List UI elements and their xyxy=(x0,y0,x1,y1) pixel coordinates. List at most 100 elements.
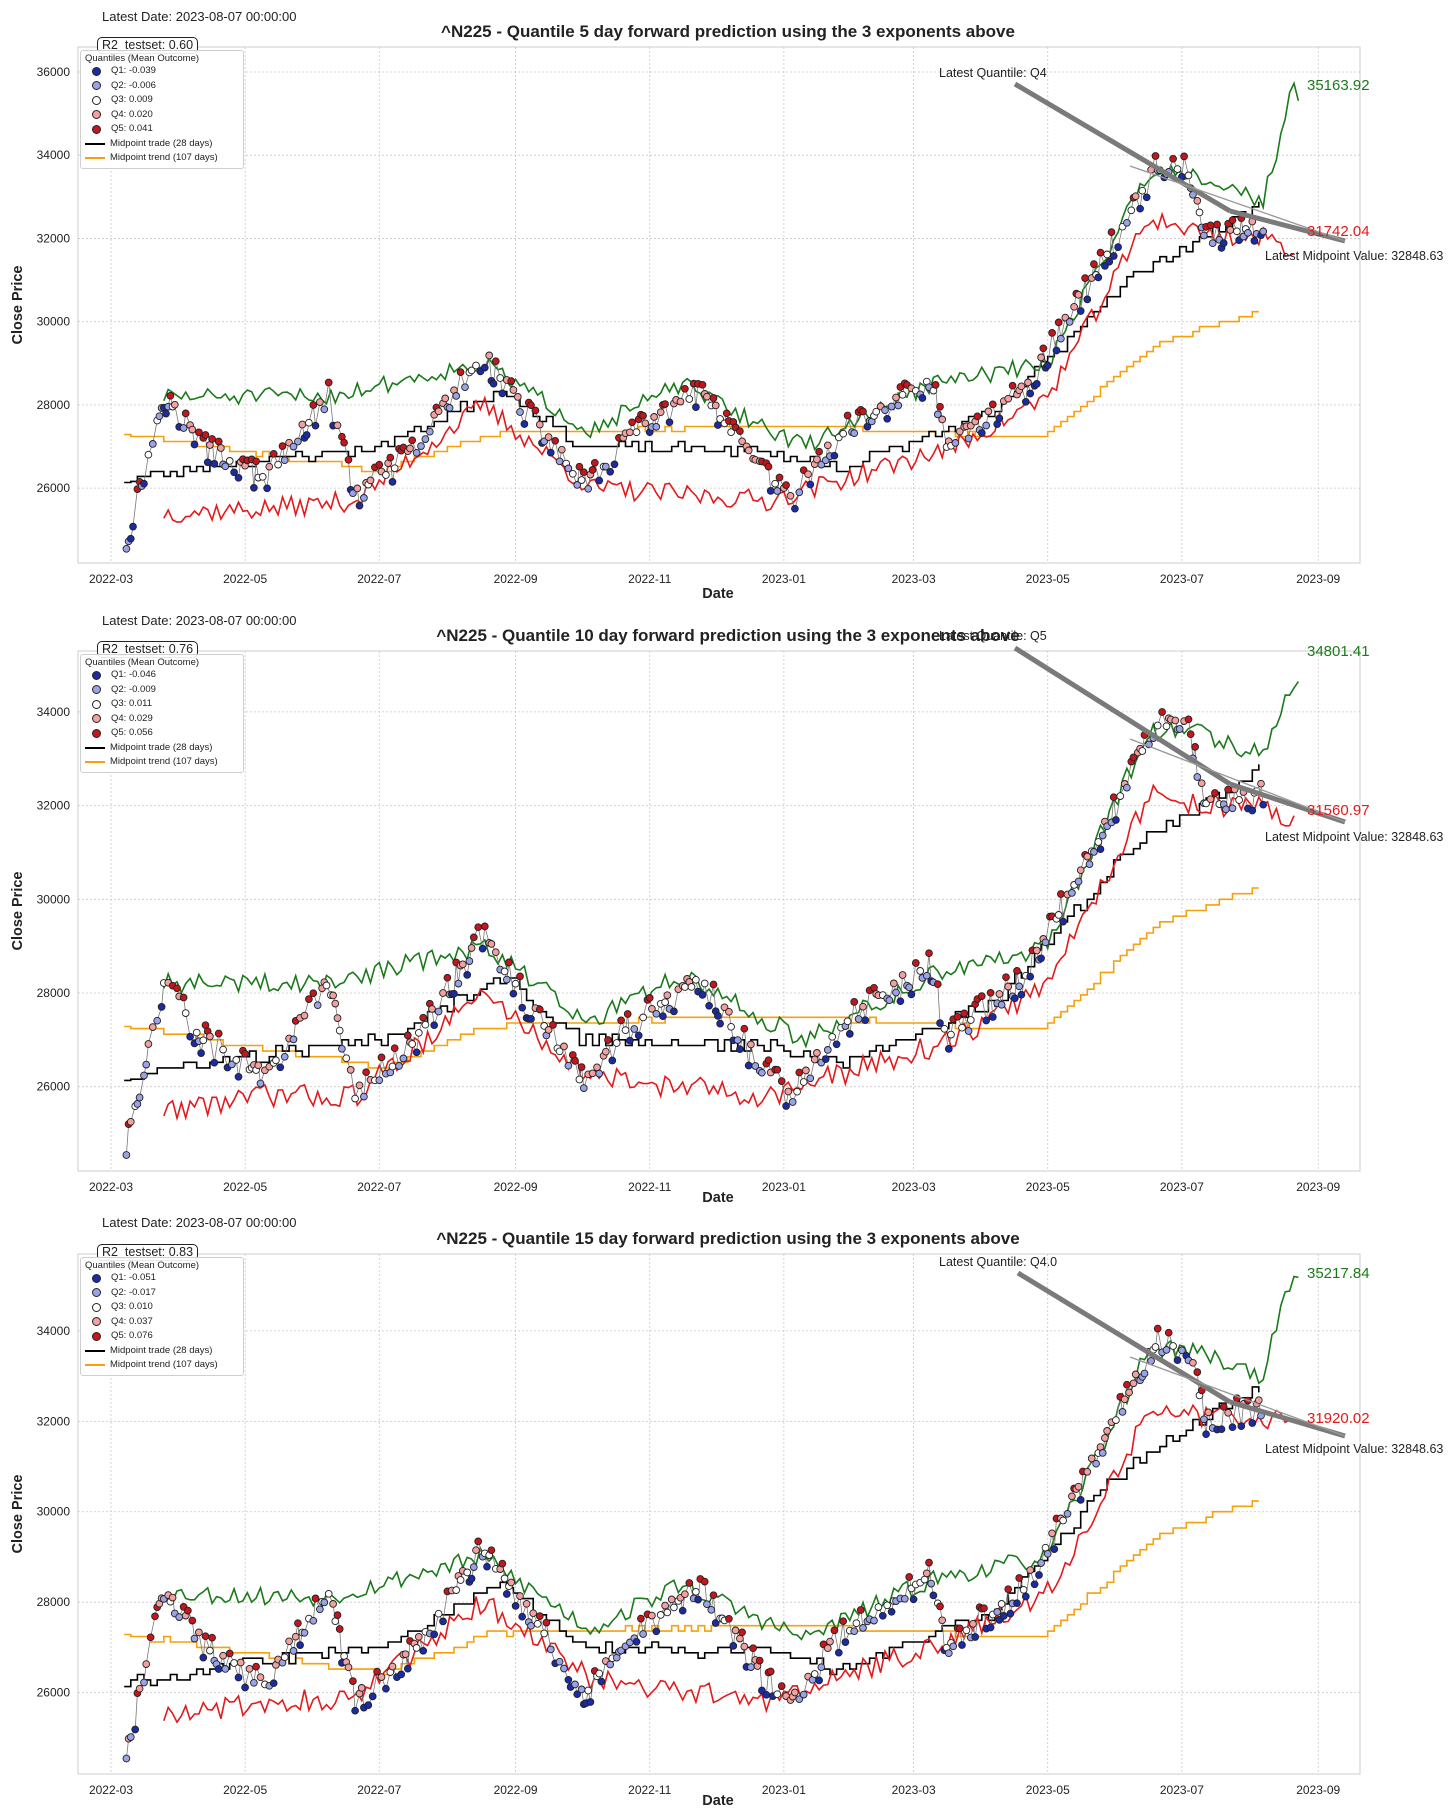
quantile-point xyxy=(368,1692,377,1701)
quantile-point xyxy=(1083,852,1092,861)
quantile-point xyxy=(474,923,483,932)
quantile-point xyxy=(485,351,494,360)
quantile-point xyxy=(291,1632,300,1641)
x-tick-label: 2022-11 xyxy=(628,1180,671,1194)
quantile-point xyxy=(953,1012,962,1021)
legend-item-midpoint-trend: Midpoint trend (107 days) xyxy=(85,151,239,166)
quantile-point xyxy=(170,400,179,409)
quantile-point xyxy=(1248,806,1257,815)
y-tick-label: 30000 xyxy=(37,315,71,329)
quantile-point xyxy=(1017,990,1026,999)
quantile-point xyxy=(623,1010,632,1018)
quantile-point xyxy=(1015,982,1024,991)
quantile-point xyxy=(1138,747,1147,755)
y-axis-label: Close Price xyxy=(10,265,26,345)
quantile-point xyxy=(366,476,375,485)
quantile-point xyxy=(505,958,513,967)
y-tick-label: 26000 xyxy=(37,1686,71,1700)
quantile-point xyxy=(1173,165,1182,173)
quantile-point xyxy=(729,1642,738,1650)
quantile-point xyxy=(329,991,337,1000)
quantile-point xyxy=(971,1633,980,1641)
quantile-point xyxy=(364,1701,373,1709)
x-tick-label: 2023-03 xyxy=(892,572,936,586)
quantile-point xyxy=(786,491,795,500)
quantile-point xyxy=(700,979,709,988)
quantile-point xyxy=(670,1007,678,1016)
x-tick-label: 2022-05 xyxy=(223,1783,267,1797)
quantile-point xyxy=(931,381,940,389)
quantile-point xyxy=(1083,295,1092,304)
quantile-point xyxy=(1026,1566,1035,1574)
quantile-point xyxy=(313,1001,322,1010)
quantile-point xyxy=(692,975,700,984)
quantile-point xyxy=(859,407,867,416)
quantile-point xyxy=(670,1603,678,1612)
quantile-point xyxy=(425,427,434,436)
quantile-point xyxy=(472,361,480,370)
quantile-point xyxy=(498,1559,507,1568)
quantile-point xyxy=(144,1040,153,1048)
quantile-point xyxy=(874,1603,883,1611)
quantile-point xyxy=(421,1020,430,1029)
quantile-point xyxy=(685,395,694,403)
y-tick-label: 32000 xyxy=(37,1414,71,1428)
quantile-point xyxy=(1233,227,1241,236)
quantile-point xyxy=(766,487,775,495)
quantile-point xyxy=(1090,260,1098,268)
quantile-point xyxy=(773,1690,782,1699)
quantile-point xyxy=(1103,1427,1111,1435)
quantile-point xyxy=(955,427,964,436)
quantile-point xyxy=(225,457,234,465)
arrow-guide xyxy=(1129,738,1346,823)
quantile-point xyxy=(516,408,524,416)
quantile-point xyxy=(544,433,553,441)
quantile-point xyxy=(626,428,634,437)
legend-item-q1: Q1: -0.051 xyxy=(85,1271,239,1286)
quantile-point xyxy=(509,386,518,394)
quantile-point xyxy=(430,1630,439,1639)
quantile-point xyxy=(716,1019,724,1028)
quantile-point xyxy=(142,1660,151,1668)
midpoint-trade-line xyxy=(124,201,1260,484)
latest-midpoint-arrow xyxy=(1229,1399,1346,1439)
quantile-point xyxy=(502,975,511,984)
quantile-point xyxy=(593,1063,601,1072)
quantile-point xyxy=(1158,708,1166,716)
quantile-point xyxy=(641,419,650,428)
quantile-point xyxy=(1026,389,1035,398)
quantile-point xyxy=(628,418,636,427)
quantile-point xyxy=(993,1608,1002,1616)
quantile-point xyxy=(604,1036,612,1044)
quantile-point xyxy=(483,1562,491,1571)
quantile-point xyxy=(542,1618,551,1627)
quantile-point xyxy=(1228,804,1237,813)
y-tick-label: 28000 xyxy=(37,398,71,412)
quantile-point xyxy=(1039,344,1048,353)
quantile-point xyxy=(527,1621,535,1630)
latest-quantile-annotation: Latest Quantile: Q4.0 xyxy=(939,1255,1058,1269)
quantile-point xyxy=(1087,1454,1096,1463)
quantile-point xyxy=(747,1040,755,1049)
arrow-guide xyxy=(1129,1356,1346,1437)
quantile-point xyxy=(408,1040,417,1048)
y-tick-label: 34000 xyxy=(37,705,71,719)
plot-area xyxy=(77,46,1361,564)
quantile-point xyxy=(140,1071,148,1080)
quantile-point xyxy=(1004,982,1013,991)
x-axis-label: Date xyxy=(702,1190,734,1206)
legend-item-q1: Q1: -0.046 xyxy=(85,668,239,683)
chart-svg: 26000 28000 30000 32000 34000 2022-03 2022-05 2… xyxy=(37,645,1361,1194)
quantile-point xyxy=(1063,1509,1072,1518)
quantile-point xyxy=(777,1682,786,1690)
quantile-point xyxy=(428,1005,436,1013)
quantile-point xyxy=(450,989,458,998)
x-tick-label: 2023-07 xyxy=(1160,572,1204,586)
quantile-point xyxy=(551,436,560,445)
x-tick-label: 2022-09 xyxy=(494,1783,538,1797)
chart-title: ^N225 - Quantile 5 day forward predictio… xyxy=(441,22,1015,41)
quantile-point xyxy=(755,1656,764,1665)
quantile-point xyxy=(850,998,859,1006)
quantile-point xyxy=(1043,1549,1052,1558)
quantile-point xyxy=(905,1573,914,1581)
